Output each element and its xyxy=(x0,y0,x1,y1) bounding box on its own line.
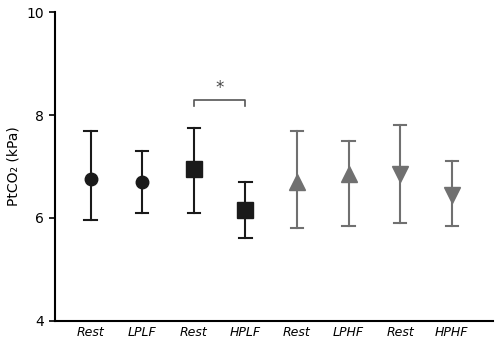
Text: *: * xyxy=(216,79,224,97)
Y-axis label: PtCO₂ (kPa): PtCO₂ (kPa) xyxy=(7,127,21,206)
